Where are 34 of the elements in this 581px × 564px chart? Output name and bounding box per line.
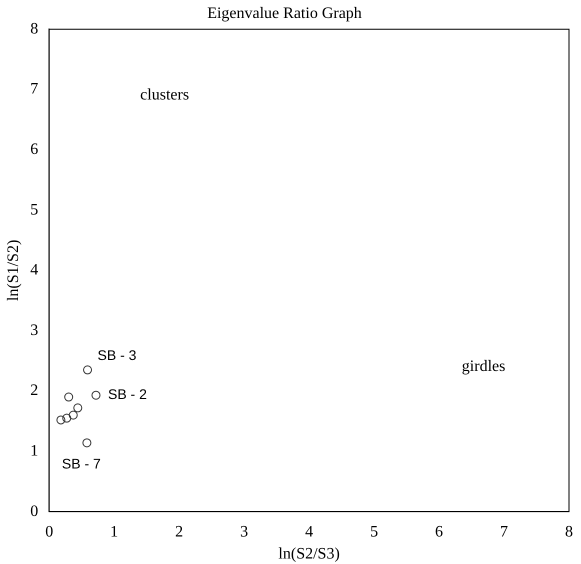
point xyxy=(83,365,92,374)
y-tick-label: 8 xyxy=(30,20,38,38)
y-tick-label: 0 xyxy=(30,502,38,520)
y-tick-label: 7 xyxy=(30,80,38,98)
annotation: SB - 3 xyxy=(98,346,137,363)
point xyxy=(82,438,92,448)
y-tick-label: 6 xyxy=(30,141,38,158)
y-axis-title: ln(S1/S2) xyxy=(4,240,22,302)
annotation: girdles xyxy=(462,358,506,376)
y-tick-label: 1 xyxy=(30,442,38,460)
annotation: clusters xyxy=(140,86,190,104)
x-tick-label: 7 xyxy=(500,523,508,540)
x-axis-title: ln(S2/S3) xyxy=(278,546,340,563)
point xyxy=(64,392,74,402)
chart-title: Eigenvalue Ratio Graph xyxy=(207,4,362,22)
x-tick-label: 1 xyxy=(110,523,118,540)
y-tick-label: 3 xyxy=(30,322,38,339)
annotation: SB - 2 xyxy=(108,386,148,402)
y-tick-label: 2 xyxy=(30,382,38,400)
annotation: SB - 7 xyxy=(62,456,102,472)
x-tick-label: 2 xyxy=(175,523,184,540)
point xyxy=(73,403,82,412)
y-tick-label: 5 xyxy=(30,201,38,218)
point xyxy=(56,415,66,424)
x-tick-label: 3 xyxy=(240,523,248,540)
x-tick-label: 0 xyxy=(45,523,54,540)
x-tick-label: 8 xyxy=(565,523,573,540)
x-tick-label: 4 xyxy=(305,523,314,540)
point xyxy=(91,390,100,400)
point xyxy=(68,410,78,420)
x-tick-label: 5 xyxy=(370,523,378,540)
point xyxy=(62,414,72,423)
y-tick-label: 4 xyxy=(30,262,38,279)
x-tick-label: 6 xyxy=(435,523,444,540)
